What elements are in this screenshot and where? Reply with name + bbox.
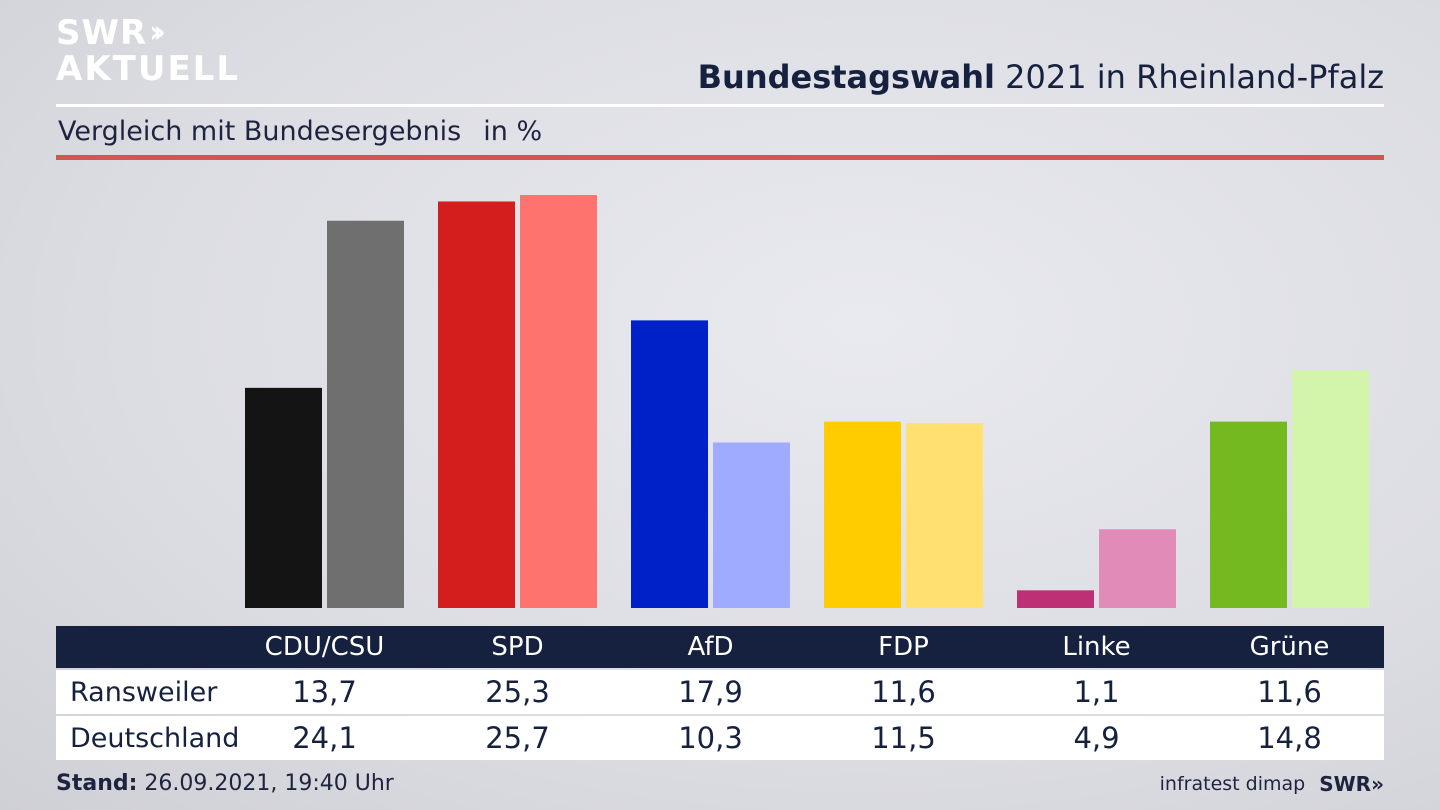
column-header-fdp: FDP: [878, 632, 929, 662]
bar-afd-ransweiler: [631, 320, 708, 608]
table-row: Deutschland 24,1 25,7 10,3 11,5 4,9 14,8: [56, 716, 1384, 760]
subtitle-text: Vergleich mit Bundesergebnis: [58, 116, 462, 147]
value-deutschland-fdp: 11,5: [871, 721, 936, 755]
value-deutschland-gr-ne: 14,8: [1257, 721, 1322, 755]
value-deutschland-cdu-csu: 24,1: [292, 721, 357, 755]
logo-line2: AKTUELL: [56, 49, 241, 89]
row-label-ransweiler: Ransweiler: [70, 676, 218, 708]
header-divider: [56, 104, 1384, 107]
page-title: Bundestagswahl 2021 in Rheinland-Pfalz: [698, 58, 1384, 96]
value-ransweiler-afd: 17,9: [678, 675, 743, 709]
title-bold: Bundestagswahl: [697, 58, 995, 96]
table-header: CDU/CSU SPD AfD FDP Linke Grüne: [56, 626, 1384, 668]
source-label: infratest dimap: [1159, 773, 1306, 795]
value-deutschland-afd: 10,3: [678, 721, 743, 755]
bar-linke-deutschland: [1099, 529, 1176, 608]
row-label-deutschland: Deutschland: [70, 722, 240, 754]
bar-gr-ne-deutschland: [1292, 370, 1369, 608]
bar-spd-deutschland: [520, 195, 597, 608]
bar-afd-deutschland: [713, 442, 790, 608]
bar-fdp-deutschland: [906, 423, 983, 608]
value-ransweiler-spd: 25,3: [485, 675, 550, 709]
bar-cdu-csu-ransweiler: [245, 387, 322, 608]
stand-value: 26.09.2021, 19:40 Uhr: [137, 771, 394, 796]
table-row: Ransweiler 13,7 25,3 17,9 11,6 1,1 11,6: [56, 670, 1384, 714]
column-header-gr-ne: Grüne: [1249, 632, 1330, 662]
column-header-cdu-csu: CDU/CSU: [264, 632, 385, 662]
unit-label: in %: [483, 116, 543, 147]
bar-chart: [245, 195, 1369, 609]
value-deutschland-linke: 4,9: [1073, 721, 1120, 755]
title-rest: 2021 in Rheinland-Pfalz: [995, 58, 1384, 96]
bar-spd-ransweiler: [438, 201, 515, 608]
bar-gr-ne-ransweiler: [1210, 421, 1287, 608]
logo-line1: SWR: [56, 13, 148, 53]
stand-label: Stand:: [56, 771, 138, 796]
value-deutschland-spd: 25,7: [485, 721, 550, 755]
column-header-afd: AfD: [687, 632, 734, 662]
column-header-linke: Linke: [1062, 632, 1131, 662]
value-ransweiler-linke: 1,1: [1073, 675, 1120, 709]
swr-brand: SWR»: [1319, 772, 1384, 796]
source-credit: infratest dimap SWR»: [1160, 772, 1384, 796]
value-ransweiler-fdp: 11,6: [871, 675, 936, 709]
swr-aktuell-logo: SWR ›› AKTUELL: [56, 16, 240, 86]
bar-cdu-csu-deutschland: [327, 220, 404, 609]
accent-divider: [56, 155, 1384, 160]
bar-fdp-ransweiler: [824, 421, 901, 608]
bar-linke-ransweiler: [1017, 590, 1094, 608]
stand-timestamp: Stand: 26.09.2021, 19:40 Uhr: [56, 771, 394, 796]
column-header-spd: SPD: [491, 632, 544, 662]
chart-subtitle: Vergleich mit Bundesergebnis in %: [58, 116, 542, 147]
value-ransweiler-gr-ne: 11,6: [1257, 675, 1322, 709]
value-ransweiler-cdu-csu: 13,7: [292, 675, 357, 709]
